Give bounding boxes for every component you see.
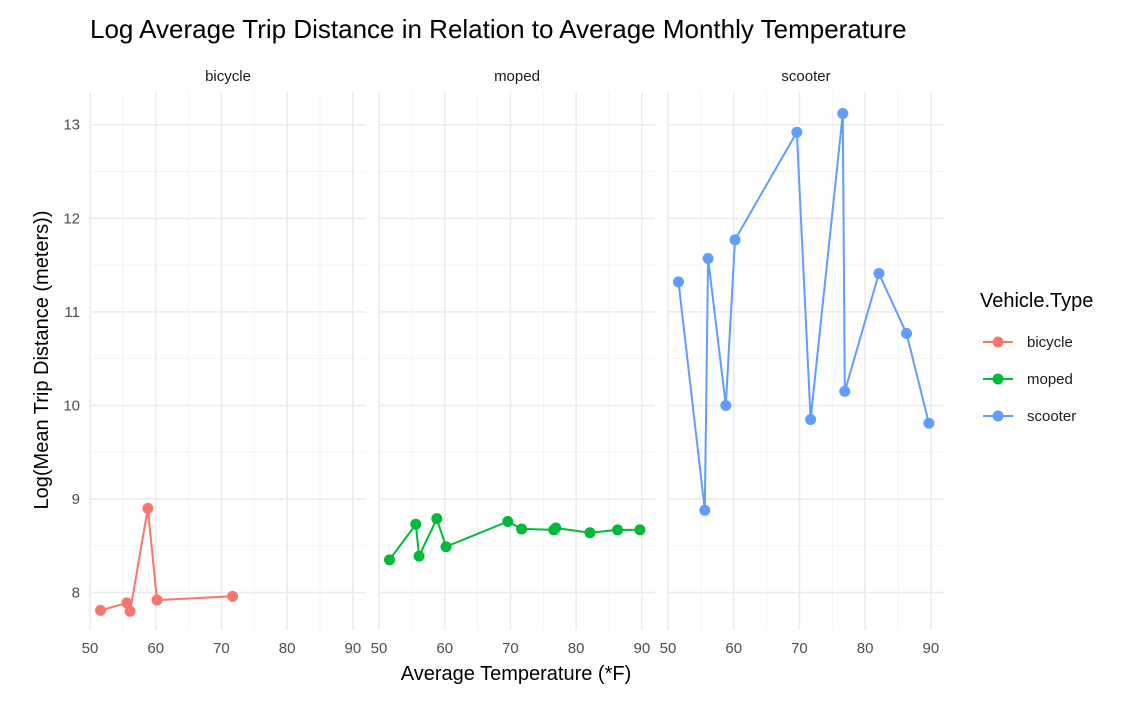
x-tick-label: 50: [660, 640, 677, 657]
panels: bicycle 50 60 70 80 90 moped 50 60 70 80 90 scooter 5…: [82, 68, 944, 657]
data-point-scooter: [791, 126, 803, 138]
y-tick-label: 9: [72, 491, 80, 508]
data-point-bicycle: [142, 502, 154, 514]
legend-title: Vehicle.Type: [980, 290, 1093, 312]
legend-label: bicycle: [1027, 334, 1073, 351]
legend-key-point: [992, 373, 1004, 385]
data-point-bicycle: [227, 590, 239, 602]
panel-strip-label: moped: [494, 68, 540, 85]
legend-key-point: [992, 336, 1004, 348]
data-point-moped: [612, 524, 624, 536]
legend-item-scooter: scooter: [983, 408, 1076, 425]
panel-bicycle: bicycle 50 60 70 80 90: [82, 68, 366, 657]
legend-label: moped: [1027, 371, 1073, 388]
y-tick-label: 12: [63, 210, 80, 227]
x-tick-label: 80: [568, 640, 585, 657]
data-point-scooter: [720, 399, 732, 411]
legend-item-moped: moped: [983, 371, 1073, 388]
data-point-moped: [413, 550, 425, 562]
x-tick-label: 60: [436, 640, 453, 657]
data-point-scooter: [673, 276, 685, 288]
y-tick-label: 13: [63, 117, 80, 134]
legend-key-point: [992, 410, 1004, 422]
legend: Vehicle.Type bicycle moped scooter: [980, 290, 1093, 425]
x-tick-label: 80: [279, 640, 296, 657]
legend-item-bicycle: bicycle: [983, 334, 1073, 351]
legend-items: bicycle moped scooter: [983, 334, 1076, 425]
data-point-bicycle: [95, 604, 107, 616]
data-point-moped: [516, 523, 528, 535]
chart-title: Log Average Trip Distance in Relation to…: [90, 14, 907, 44]
data-point-scooter: [901, 327, 913, 339]
data-point-moped: [634, 524, 646, 536]
y-tick-label: 10: [63, 397, 80, 414]
data-point-scooter: [729, 234, 741, 246]
data-point-scooter: [873, 268, 885, 280]
data-point-moped: [502, 515, 514, 527]
legend-label: scooter: [1027, 408, 1076, 425]
y-axis-title: Log(Mean Trip Distance (meters)): [31, 211, 53, 510]
x-axis-title: Average Temperature (*F): [401, 663, 631, 685]
x-tick-label: 90: [923, 640, 940, 657]
x-tick-label: 80: [857, 640, 874, 657]
x-tick-label: 70: [502, 640, 519, 657]
panel-strip-label: bicycle: [205, 68, 251, 85]
data-point-scooter: [923, 417, 935, 429]
x-tick-label: 50: [371, 640, 388, 657]
x-tick-label: 90: [345, 640, 362, 657]
series-line-bicycle: [100, 507, 233, 613]
data-point-bicycle: [121, 597, 133, 609]
data-point-bicycle: [124, 605, 136, 617]
data-point-scooter: [699, 504, 711, 516]
y-axis-ticks: 8 9 10 11 12 13: [63, 117, 80, 602]
data-point-scooter: [805, 413, 817, 425]
data-point-scooter: [837, 108, 849, 120]
data-point-scooter: [839, 385, 851, 397]
x-tick-label: 70: [791, 640, 808, 657]
series-line-scooter: [677, 112, 930, 512]
data-point-moped: [440, 541, 452, 553]
series-line-moped: [388, 517, 640, 561]
data-point-moped: [410, 518, 422, 530]
panel-scooter: scooter 50 60 70 80 90: [660, 68, 944, 657]
panel-strip-label: scooter: [781, 68, 830, 85]
x-tick-label: 60: [147, 640, 164, 657]
data-point-bicycle: [151, 594, 163, 606]
x-tick-label: 90: [634, 640, 651, 657]
y-tick-label: 11: [64, 304, 80, 321]
x-tick-label: 70: [213, 640, 230, 657]
data-point-scooter: [702, 253, 714, 265]
x-tick-label: 50: [82, 640, 99, 657]
panel-moped: moped 50 60 70 80 90: [371, 68, 655, 657]
data-point-moped: [384, 554, 396, 566]
data-point-moped: [584, 527, 596, 539]
data-point-moped: [431, 513, 443, 525]
data-point-moped: [550, 522, 562, 534]
y-tick-label: 8: [72, 585, 80, 602]
x-tick-label: 60: [725, 640, 742, 657]
